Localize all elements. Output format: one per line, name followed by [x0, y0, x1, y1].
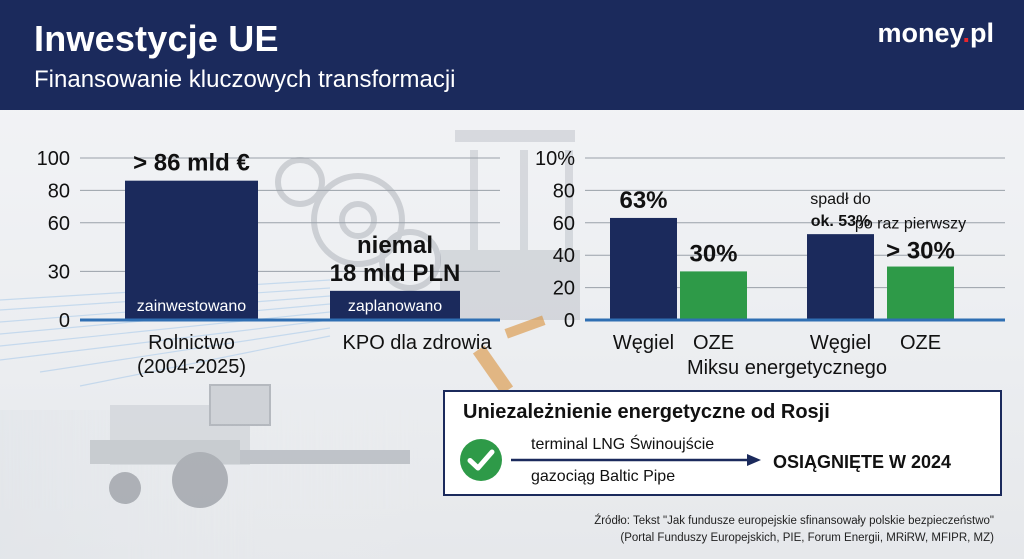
bar-inner-label: zaplanowano	[348, 298, 442, 315]
harvester-illustration	[0, 384, 420, 559]
y-tick-label: 80	[48, 180, 70, 202]
bar-1	[330, 290, 460, 320]
bar-0	[610, 217, 677, 320]
data-label: 63%	[619, 187, 667, 214]
x-tick-label: OZE	[693, 332, 734, 354]
data-label: > 86 mld €	[133, 150, 250, 177]
independence-item-lng: terminal LNG Świnoujście	[531, 436, 715, 453]
x-tick-label-line: KPO dla zdrowia	[343, 332, 493, 354]
independence-item-pipe: gazociąg Baltic Pipe	[531, 468, 676, 485]
y-tick-label: 100	[37, 148, 70, 170]
arrow-right-icon	[511, 454, 761, 466]
x-tick-label-line: Rolnictwo	[148, 332, 235, 354]
data-label: 30%	[689, 240, 737, 267]
x-tick-label: Węgiel	[613, 332, 674, 354]
x-tick-label: OZE	[900, 332, 941, 354]
bar-0	[125, 180, 258, 320]
bar-inner-label: zainwestowano	[137, 298, 247, 315]
brand-main: money	[877, 18, 963, 48]
y-tick-label: 80	[553, 180, 575, 202]
y-tick-label: 0	[59, 310, 70, 332]
independence-title: Uniezależnienie energetyczne od Rosji	[463, 401, 830, 423]
independence-result: OSIĄGNIĘTE W 2024	[773, 452, 952, 472]
x-tick-label: Rolnictwo (2004-2025)	[137, 332, 246, 378]
data-label-line: spadł do	[810, 191, 871, 208]
x-tick-label-line: (2004-2025)	[137, 356, 246, 378]
robot-arm-icon	[472, 315, 546, 395]
page-subtitle: Finansowanie kluczowych transformacji	[34, 66, 456, 93]
x-tick-label: KPO dla zdrowia	[343, 332, 493, 354]
chart-agriculture-health: 0 30 60 80 100 zainwestowano > 86 mld € Rolnict…	[37, 148, 500, 378]
x-axis-title: Miksu energetycznego	[687, 357, 887, 379]
light-rays	[0, 279, 331, 387]
data-label-note: po raz pierwszy	[855, 216, 966, 233]
factory-illustration	[440, 130, 580, 320]
data-label-line: > 86 mld €	[133, 150, 250, 177]
bar-3	[887, 266, 954, 320]
chart-energy-mix: 0 20 40 60 80 10% 63% Węgiel 30% OZE spadł do ok. 5…	[535, 148, 1005, 379]
y-tick-label: 30	[48, 261, 70, 283]
check-circle-icon	[460, 439, 502, 481]
source-line-2: (Portal Funduszy Europejskich, PIE, Foru…	[620, 532, 994, 544]
bar-1	[680, 271, 747, 320]
brand-logo: money.pl	[877, 18, 994, 49]
y-tick-label: 20	[553, 278, 575, 300]
independence-box: Uniezależnienie energetyczne od Rosji te…	[443, 390, 1002, 496]
header-band: Inwestycje UE Finansowanie kluczowych tr…	[0, 0, 1024, 110]
data-label-line: niemal	[357, 232, 433, 259]
gear-icon	[275, 157, 441, 291]
source-line-1: Źródło: Tekst "Jak fundusze europejskie …	[594, 515, 994, 527]
data-label: niemal 18 mld PLN	[330, 232, 461, 287]
data-label: spadł do ok. 53%	[810, 191, 871, 230]
y-tick-label: 40	[553, 245, 575, 267]
x-tick-label: Węgiel	[810, 332, 871, 354]
data-label-line: 18 mld PLN	[330, 260, 461, 287]
y-tick-label: 0	[564, 310, 575, 332]
bar-2	[807, 234, 874, 320]
source-note: Źródło: Tekst "Jak fundusze europejskie …	[594, 513, 994, 547]
data-label-line: ok. 53%	[811, 213, 871, 230]
y-tick-label: 10%	[535, 148, 575, 170]
page-title: Inwestycje UE	[34, 18, 279, 59]
y-tick-label: 60	[48, 213, 70, 235]
background-illustration	[0, 130, 580, 559]
data-label: > 30%	[886, 238, 955, 265]
brand-tail: pl	[970, 18, 994, 48]
y-tick-label: 60	[553, 213, 575, 235]
brand-dot: .	[962, 18, 970, 48]
